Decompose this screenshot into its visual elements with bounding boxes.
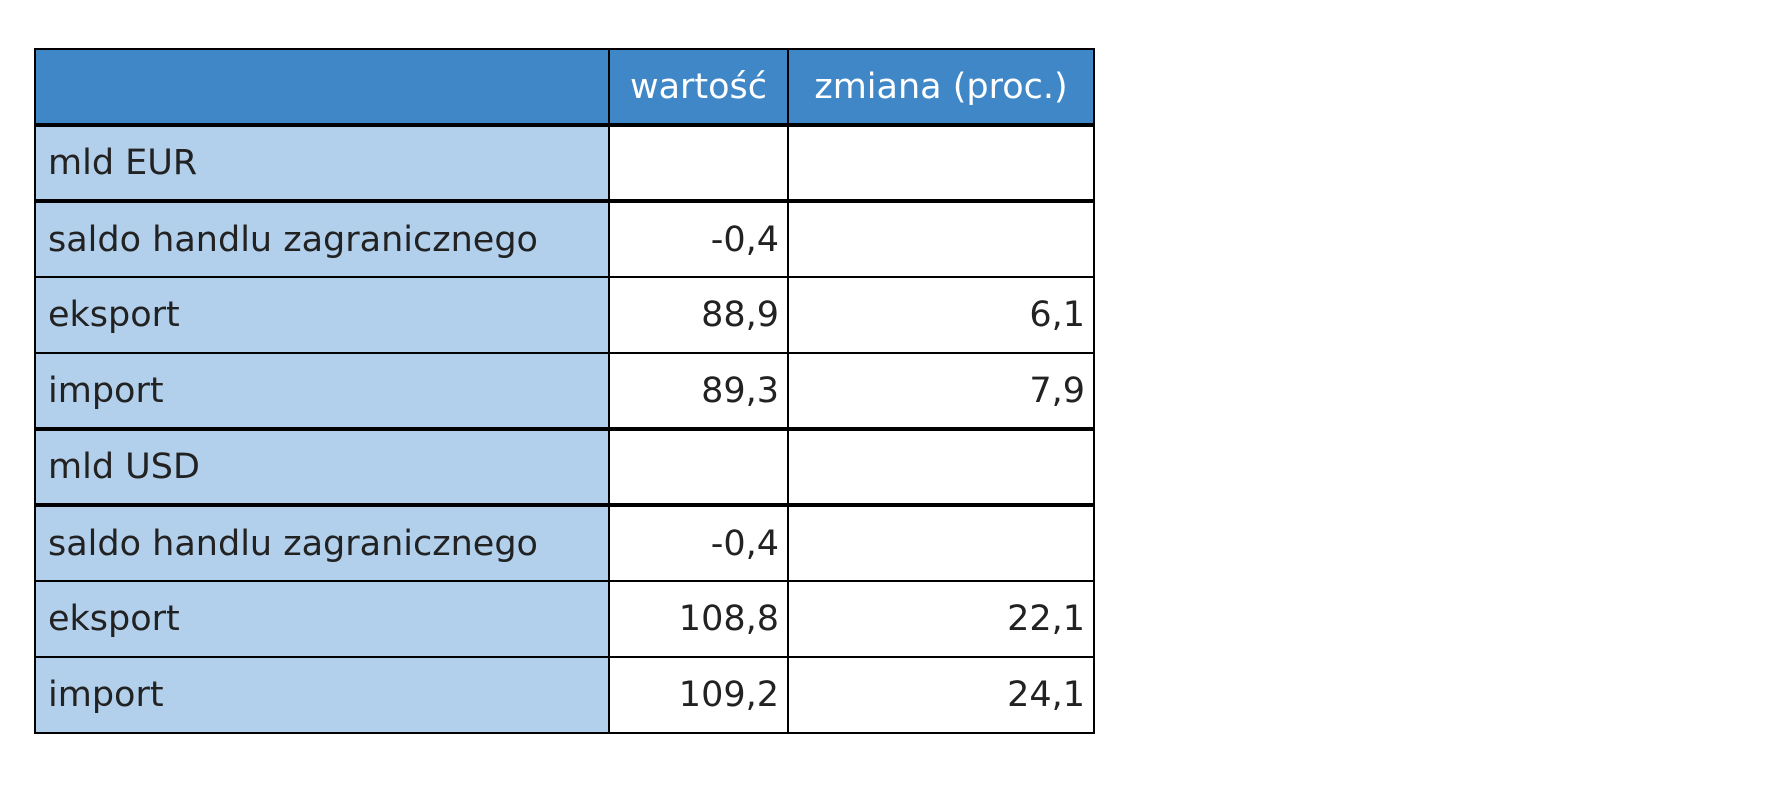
- data-row: eksport 108,8 22,1: [34, 580, 1095, 658]
- column-header: zmiana (proc.): [787, 48, 1095, 126]
- row-label: eksport: [34, 580, 610, 658]
- value-cell: 109,2: [608, 656, 789, 734]
- empty-cell: [787, 503, 1095, 582]
- corner-cell: [34, 48, 610, 126]
- change-cell: 24,1: [787, 656, 1095, 734]
- row-label: import: [34, 656, 610, 734]
- group-label: mld USD: [34, 427, 610, 506]
- change-cell: 6,1: [787, 276, 1095, 354]
- row-label: import: [34, 352, 610, 430]
- empty-cell: [608, 427, 789, 506]
- data-table: wartość zmiana (proc.) mld EUR saldo hand…: [34, 48, 1095, 734]
- change-cell: 7,9: [787, 352, 1095, 430]
- row-label: eksport: [34, 276, 610, 354]
- column-header: wartość: [608, 48, 789, 126]
- data-row: import 109,2 24,1: [34, 656, 1095, 734]
- value-cell: -0,4: [608, 199, 789, 278]
- data-row: eksport 88,9 6,1: [34, 276, 1095, 354]
- row-label: saldo handlu zagranicznego: [34, 503, 610, 582]
- empty-cell: [787, 123, 1095, 202]
- value-cell: 108,8: [608, 580, 789, 658]
- row-label: saldo handlu zagranicznego: [34, 199, 610, 278]
- value-cell: -0,4: [608, 503, 789, 582]
- header-row: wartość zmiana (proc.): [34, 48, 1095, 126]
- change-cell: 22,1: [787, 580, 1095, 658]
- group-row: mld EUR: [34, 123, 1095, 202]
- data-row: saldo handlu zagranicznego -0,4: [34, 199, 1095, 278]
- data-row: saldo handlu zagranicznego -0,4: [34, 503, 1095, 582]
- empty-cell: [787, 427, 1095, 506]
- table-body: mld EUR saldo handlu zagranicznego -0,4 eks…: [34, 123, 1095, 734]
- group-row: mld USD: [34, 427, 1095, 506]
- value-cell: 88,9: [608, 276, 789, 354]
- empty-cell: [787, 199, 1095, 278]
- value-cell: 89,3: [608, 352, 789, 430]
- data-row: import 89,3 7,9: [34, 352, 1095, 430]
- empty-cell: [608, 123, 789, 202]
- group-label: mld EUR: [34, 123, 610, 202]
